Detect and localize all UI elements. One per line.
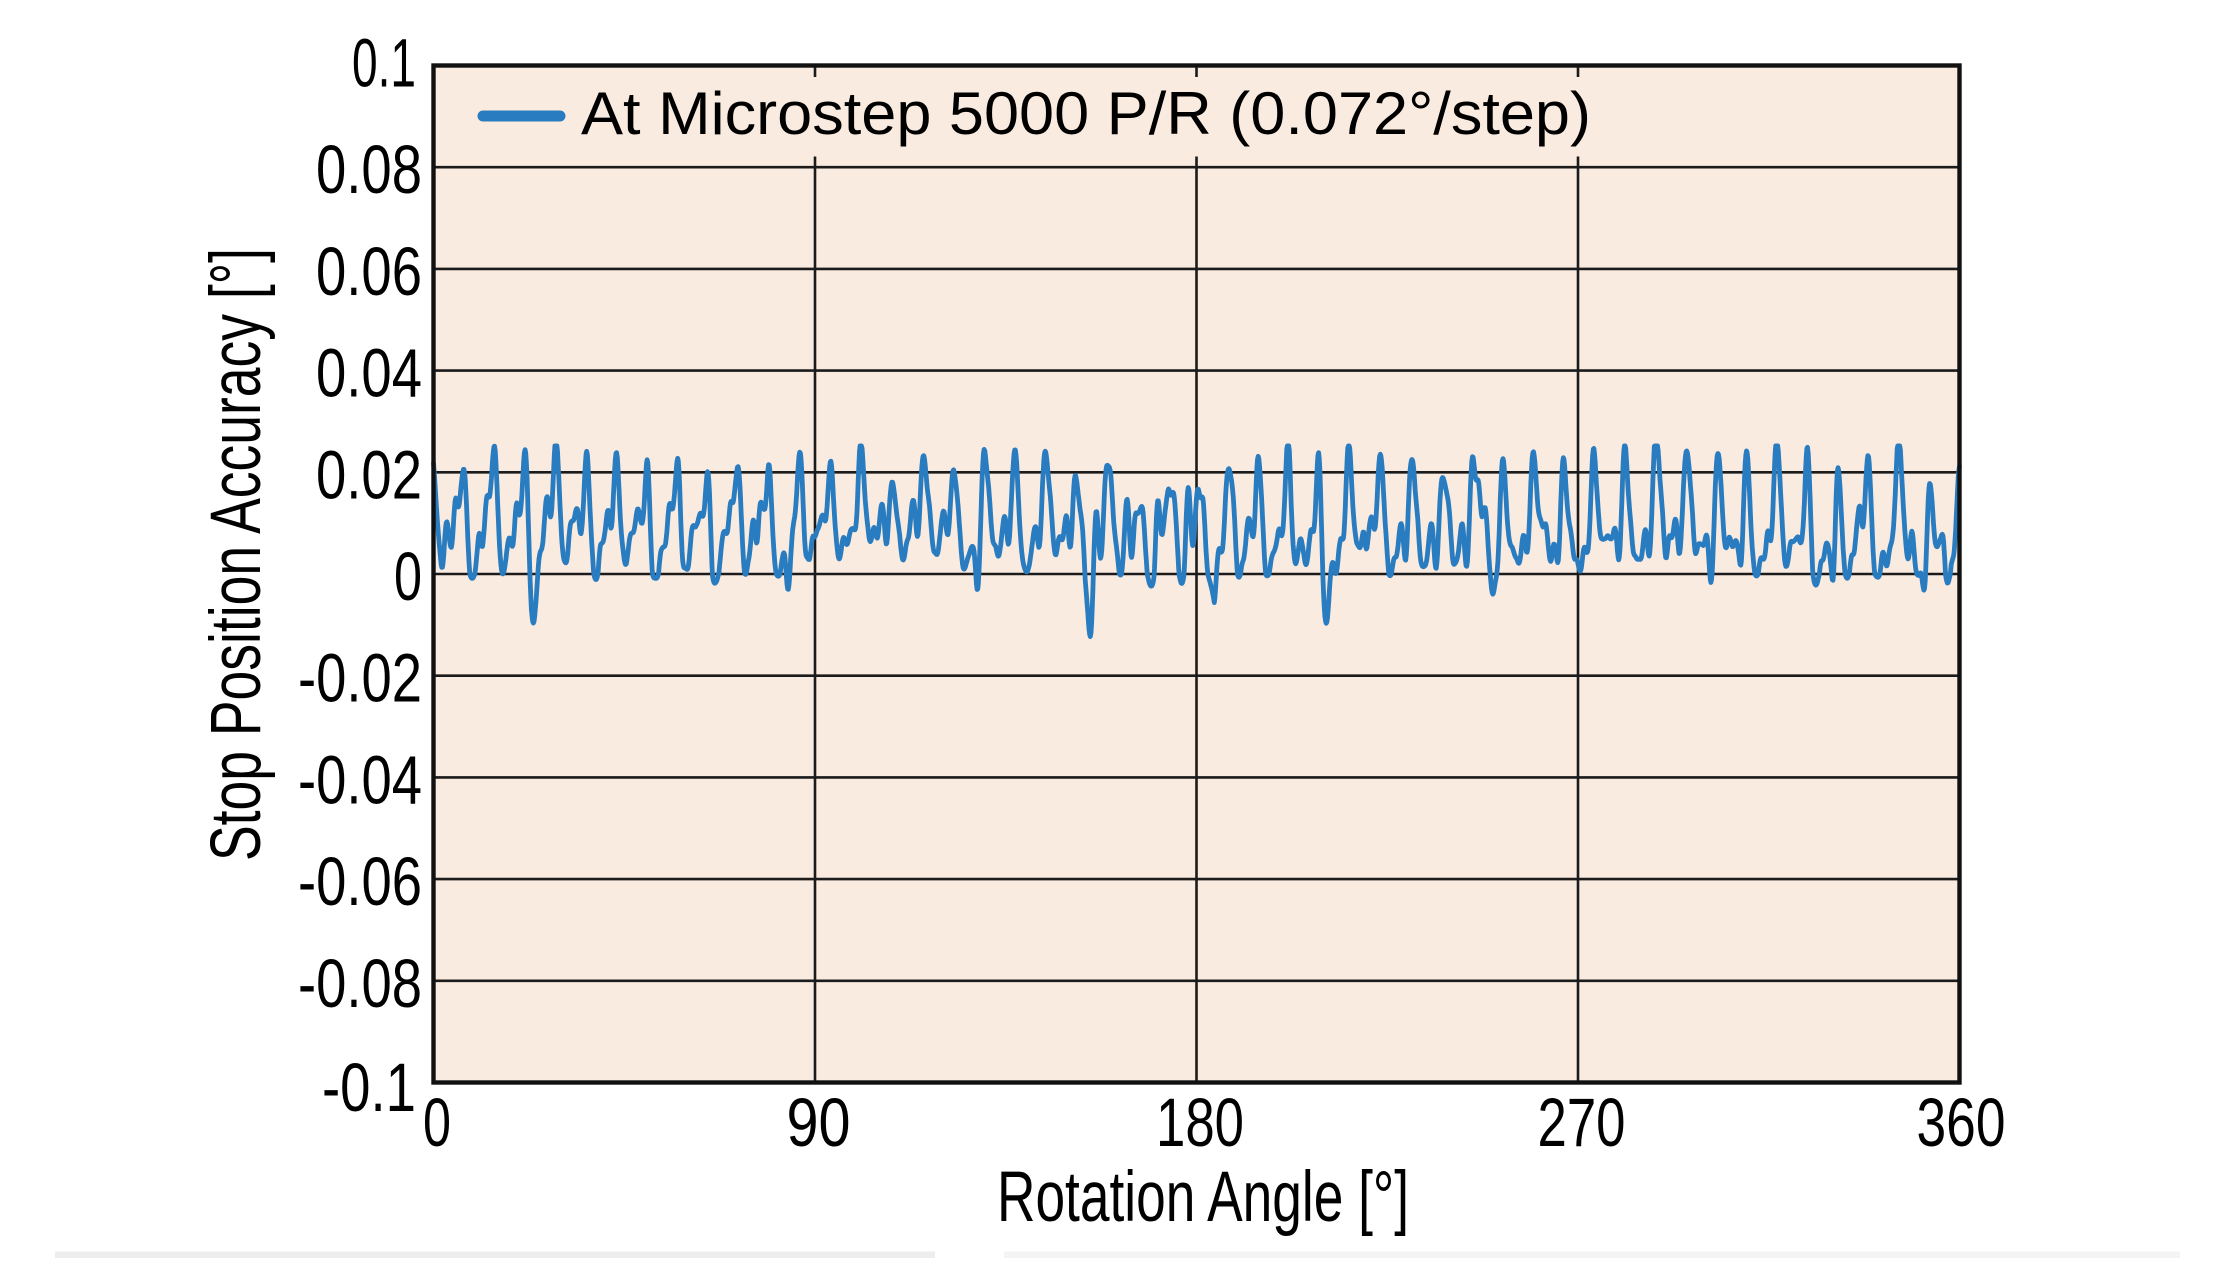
svg-text:0.02: 0.02 xyxy=(316,436,422,513)
svg-text:At Microstep 5000 P/R (0.072°/: At Microstep 5000 P/R (0.072°/step) xyxy=(581,80,1591,147)
svg-text:0.08: 0.08 xyxy=(316,131,422,208)
svg-text:270: 270 xyxy=(1538,1084,1626,1161)
svg-text:180: 180 xyxy=(1156,1084,1244,1161)
svg-text:90: 90 xyxy=(787,1084,851,1161)
svg-text:0.1: 0.1 xyxy=(352,25,416,102)
svg-text:-0.06: -0.06 xyxy=(298,843,422,920)
svg-text:-0.08: -0.08 xyxy=(298,945,422,1022)
svg-text:Stop Position Accuracy [°]: Stop Position Accuracy [°] xyxy=(197,248,276,861)
svg-text:360: 360 xyxy=(1917,1084,2006,1161)
svg-text:0.06: 0.06 xyxy=(316,233,422,310)
svg-text:Rotation Angle [°]: Rotation Angle [°] xyxy=(997,1158,1409,1237)
svg-text:0: 0 xyxy=(423,1084,451,1161)
svg-text:0: 0 xyxy=(394,538,422,615)
svg-text:0.04: 0.04 xyxy=(316,335,422,412)
svg-text:-0.04: -0.04 xyxy=(298,741,422,818)
svg-text:-0.1: -0.1 xyxy=(322,1049,416,1126)
svg-text:-0.02: -0.02 xyxy=(298,640,422,717)
